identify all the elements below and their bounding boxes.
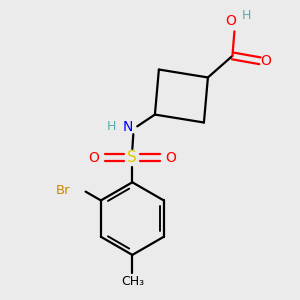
Text: H: H — [242, 9, 251, 22]
Text: O: O — [260, 54, 271, 68]
Text: S: S — [128, 150, 137, 165]
Text: H: H — [107, 120, 116, 133]
Text: O: O — [88, 151, 100, 165]
Text: O: O — [165, 151, 176, 165]
Text: Br: Br — [56, 184, 71, 197]
Text: N: N — [122, 120, 133, 134]
Text: CH₃: CH₃ — [121, 275, 144, 288]
Text: O: O — [225, 14, 236, 28]
